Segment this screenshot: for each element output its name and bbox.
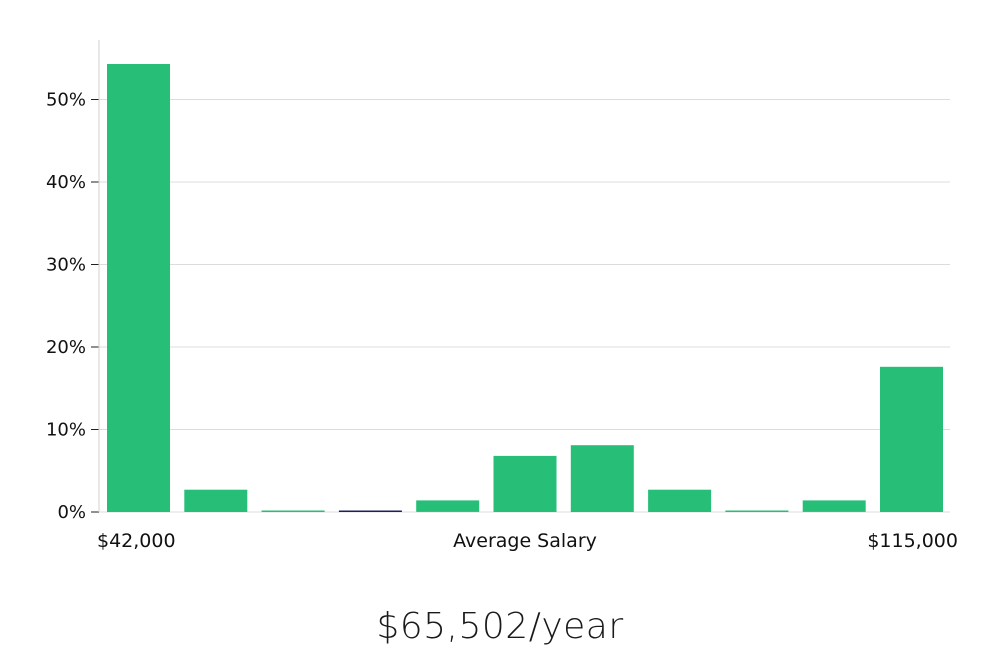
bar-highlighted (338, 510, 402, 512)
salary-histogram: 0% 10% 20% 30% 40% 50% $42,000 Average Salary… (46, 40, 958, 552)
x-axis-title: Average Salary (453, 530, 597, 552)
x-min-label: $42,000 (97, 530, 176, 552)
y-tick-labels: 0% 10% 20% 30% 40% 50% (46, 90, 86, 524)
grid-lines (91, 99, 950, 513)
bar (570, 445, 634, 512)
y-tick-label: 0% (57, 502, 86, 523)
bar (184, 489, 248, 512)
bar (880, 366, 943, 512)
x-max-label: $115,000 (867, 530, 958, 552)
average-salary-value: $65,502/year (376, 606, 624, 647)
bars-group (107, 64, 943, 512)
bar (648, 489, 712, 512)
bar (261, 510, 325, 512)
y-tick-label: 40% (46, 172, 86, 193)
y-tick-label: 30% (46, 255, 86, 276)
y-tick-label: 20% (46, 337, 86, 358)
bar (725, 510, 789, 512)
bar (416, 500, 480, 512)
y-tick-label: 10% (46, 420, 86, 441)
bar (107, 64, 170, 512)
bar (493, 455, 557, 512)
y-tick-label: 50% (46, 90, 86, 111)
bar (802, 500, 866, 512)
